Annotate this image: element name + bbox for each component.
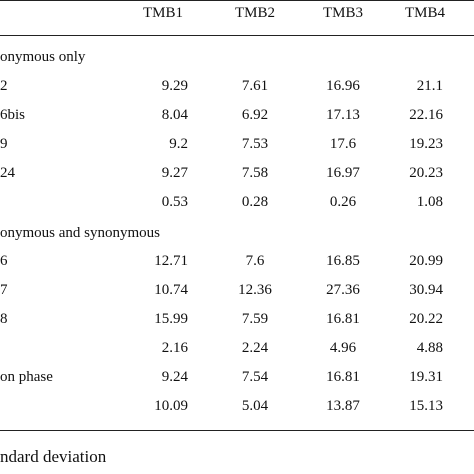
cell: 19.31	[409, 369, 443, 385]
cell: 6.92	[241, 107, 269, 123]
row-label: 7	[0, 282, 8, 298]
cell: 16.97	[326, 165, 360, 181]
cell: 27.36	[326, 282, 360, 298]
cell: 7.53	[241, 136, 269, 152]
cell: 7.58	[241, 165, 269, 181]
row-label: 6	[0, 253, 8, 269]
cell: 9.29	[161, 78, 188, 94]
cell: 4.88	[416, 340, 443, 356]
header-rule	[0, 35, 474, 36]
row-label: 24	[0, 165, 15, 181]
section-label: onymous and synonymous	[0, 225, 161, 241]
cell: 20.99	[409, 253, 443, 269]
row-label: 6bis	[0, 107, 26, 123]
footnote: ndard deviation	[0, 447, 107, 466]
cell: 20.22	[409, 311, 443, 327]
row-label: 2	[0, 78, 8, 94]
cell: 1.08	[416, 194, 443, 210]
cell: 13.87	[326, 398, 360, 414]
cell: 16.85	[326, 253, 360, 269]
cell: 17.6	[329, 136, 357, 152]
cell: 20.23	[409, 165, 443, 181]
cell: 22.16	[409, 107, 443, 123]
column-header: TMB2	[234, 5, 276, 21]
cell: 2.24	[241, 340, 269, 356]
cell: 30.94	[409, 282, 443, 298]
cell: 16.81	[326, 369, 360, 385]
column-header: TMB4	[404, 5, 446, 21]
section-label: onymous only	[0, 49, 86, 65]
cell: 7.54	[241, 369, 269, 385]
cell: 7.6	[245, 253, 265, 269]
row-label: 9	[0, 136, 8, 152]
cell: 8.04	[161, 107, 188, 123]
cell: 15.99	[154, 311, 188, 327]
cell: 4.96	[329, 340, 357, 356]
cell: 0.53	[161, 194, 188, 210]
cell: 12.71	[154, 253, 188, 269]
cell: 5.04	[241, 398, 269, 414]
cell: 7.59	[241, 311, 269, 327]
cell: 0.28	[241, 194, 269, 210]
cell: 9.2	[169, 136, 188, 152]
row-label: 8	[0, 311, 8, 327]
bottom-rule	[0, 430, 474, 431]
cell: 12.36	[238, 282, 272, 298]
cell: 16.96	[326, 78, 360, 94]
cell: 16.81	[326, 311, 360, 327]
cell: 10.09	[154, 398, 188, 414]
cell: 10.74	[154, 282, 188, 298]
column-header: TMB3	[322, 5, 364, 21]
column-header: TMB1	[142, 5, 184, 21]
top-rule	[0, 0, 474, 1]
cell: 9.24	[161, 369, 188, 385]
cell: 19.23	[409, 136, 443, 152]
cell: 0.26	[329, 194, 357, 210]
row-label: on phase	[0, 369, 53, 385]
cell: 7.61	[241, 78, 269, 94]
cell: 9.27	[161, 165, 188, 181]
cell: 21.1	[416, 78, 443, 94]
cell: 15.13	[409, 398, 443, 414]
cell: 2.16	[161, 340, 188, 356]
cell: 17.13	[326, 107, 360, 123]
